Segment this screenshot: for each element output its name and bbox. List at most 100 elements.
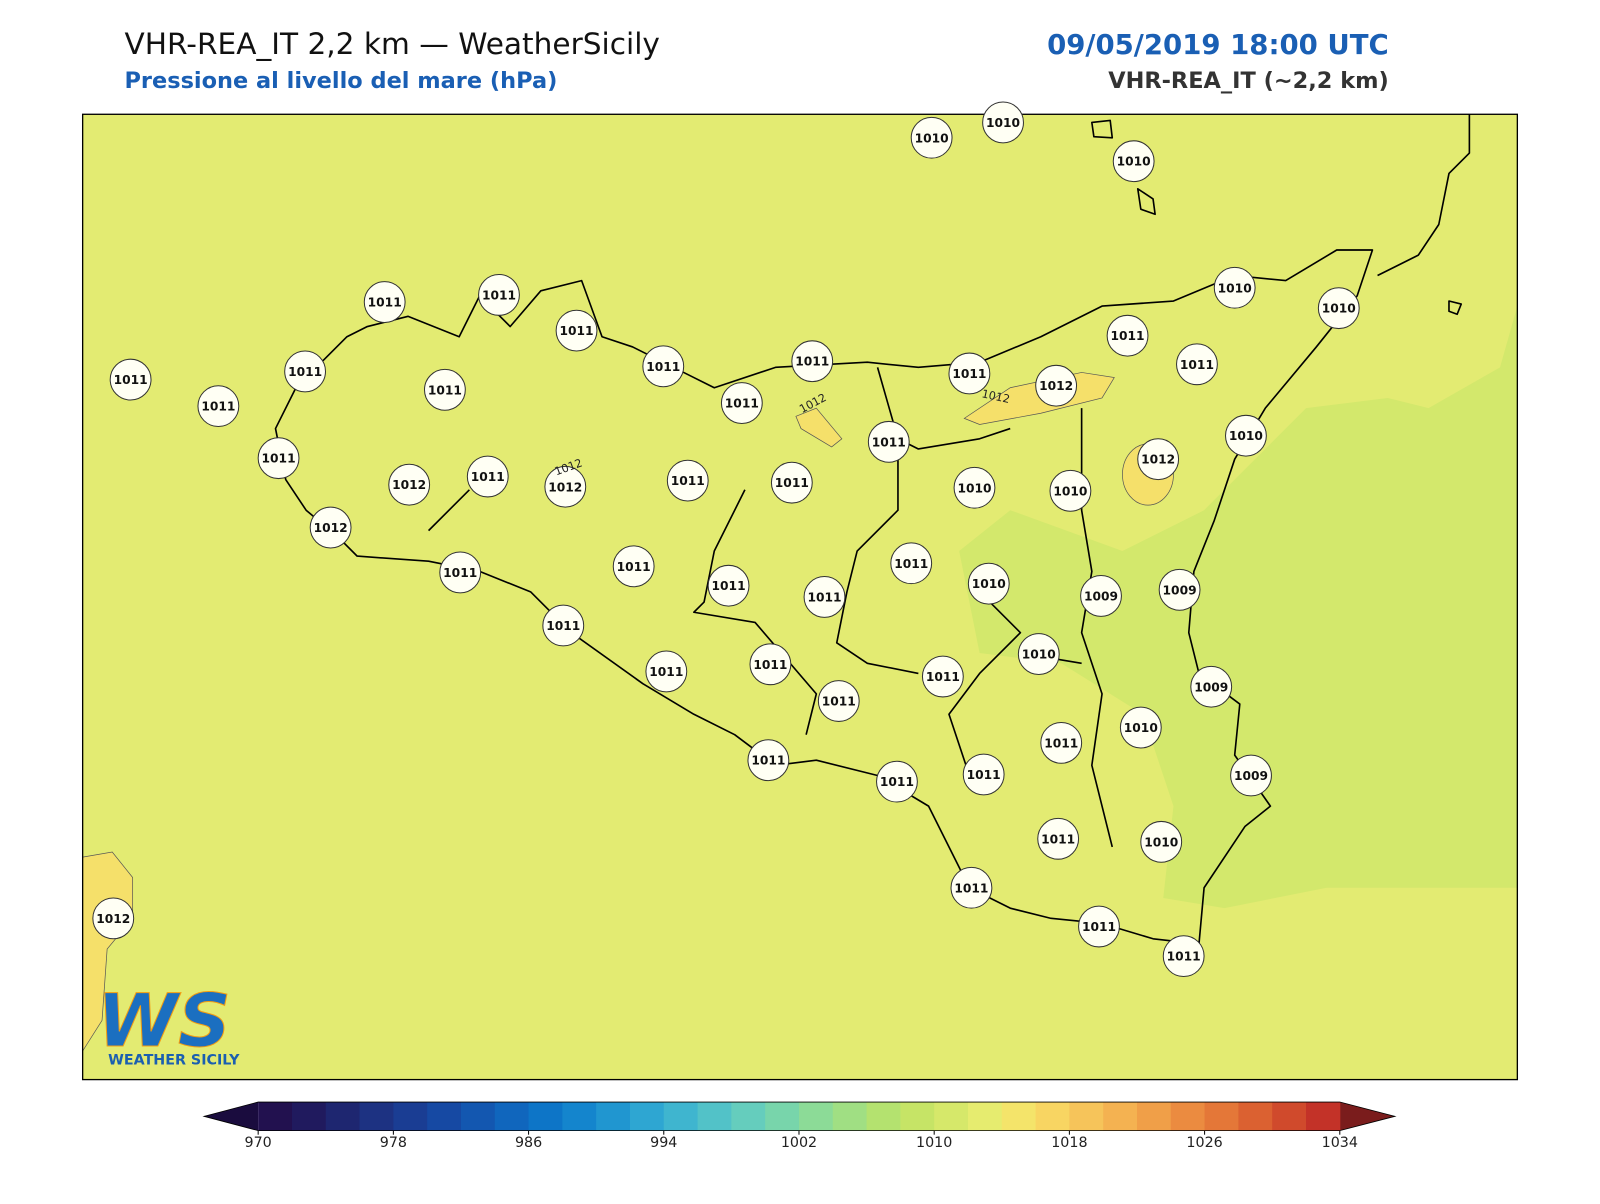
datetime: 09/05/2019 18:00 UTC [1047, 29, 1389, 61]
station: 1011 [1078, 905, 1120, 948]
colorbar-bin [494, 1102, 530, 1131]
station: 1011 [284, 350, 327, 393]
colorbar-bin [629, 1102, 665, 1131]
station-value: 1010 [986, 116, 1020, 130]
station: 1012 [309, 506, 352, 549]
station: 1011 [962, 753, 1005, 796]
colorbar-tick-label: 978 [380, 1135, 407, 1151]
station: 1011 [645, 650, 688, 693]
colorbar-bin [1170, 1102, 1206, 1131]
logo: WS WEATHER SICILY [96, 978, 240, 1068]
station-value: 1010 [1322, 302, 1356, 316]
station-value: 1011 [428, 383, 462, 397]
station: 1011 [478, 273, 520, 316]
station-marker [982, 101, 1024, 144]
station: 1011 [363, 281, 406, 323]
station-value: 1011 [926, 670, 960, 684]
station-value: 1012 [1141, 453, 1175, 467]
station-value: 1011 [952, 367, 986, 381]
colorbar-bin [1136, 1102, 1172, 1131]
colorbar-bin [562, 1102, 597, 1131]
station-marker [1140, 820, 1183, 863]
station-value: 1010 [1144, 835, 1178, 849]
colorbar-under [204, 1102, 259, 1131]
contour-label: 1012 [980, 387, 1011, 406]
colorbar-tick-label: 1002 [781, 1135, 817, 1151]
colorbar-bin [663, 1102, 699, 1131]
station: 1011 [642, 345, 685, 388]
station: 1010 [1213, 266, 1256, 309]
station-marker [642, 345, 685, 388]
station-marker [1230, 754, 1272, 797]
station: 1011 [803, 576, 846, 618]
station-marker [1040, 721, 1083, 764]
station: 1010 [1317, 287, 1360, 330]
island [1091, 119, 1463, 316]
station-value: 1011 [471, 470, 505, 484]
station-value: 1011 [753, 658, 787, 672]
station-marker [910, 116, 953, 159]
station-value: 1011 [1044, 736, 1078, 750]
station-marker [1035, 364, 1078, 407]
station: 1012 [544, 465, 587, 508]
colorbar-bin [460, 1102, 496, 1131]
station: 1010 [1140, 820, 1183, 863]
map-frame [81, 113, 1519, 1081]
station: 1011 [770, 461, 813, 504]
station: 1011 [1037, 817, 1080, 860]
colorbar-bin [359, 1102, 394, 1131]
station: 1011 [1176, 343, 1218, 386]
station-value: 1011 [482, 288, 516, 302]
station-value: 1011 [795, 355, 829, 369]
station-value: 1011 [646, 360, 680, 374]
station-marker [1176, 343, 1218, 386]
station-marker [109, 358, 152, 401]
station: 1012 [92, 897, 135, 940]
station-marker [542, 604, 585, 647]
colorbar-bin [765, 1102, 800, 1131]
colorbar-bin [1001, 1102, 1037, 1131]
station-marker [948, 352, 991, 395]
station-marker [309, 506, 352, 549]
station-value: 1011 [114, 373, 148, 387]
station-marker [1080, 575, 1122, 617]
station-marker [388, 463, 431, 506]
colorbar-tick-label: 970 [245, 1135, 272, 1151]
station-value: 1011 [288, 365, 322, 379]
colorbar-tick-label: 986 [515, 1135, 542, 1151]
station: 1011 [867, 420, 910, 463]
station-marker [749, 643, 792, 686]
station-value: 1012 [548, 480, 582, 494]
station-value: 1009 [1194, 680, 1228, 694]
colorbar-bin [832, 1102, 868, 1131]
station-value: 1011 [201, 400, 235, 414]
colorbar-bin [1103, 1102, 1138, 1131]
model: VHR-REA_IT (~2,2 km) [1108, 68, 1389, 94]
title: VHR-REA_IT 2,2 km — WeatherSicily [124, 27, 659, 61]
map-area [82, 114, 1518, 1080]
station-marker [1037, 817, 1080, 860]
station-value: 1010 [1053, 484, 1087, 498]
station: 1010 [1049, 469, 1092, 512]
colorbar-bin [697, 1102, 732, 1131]
station: 1010 [982, 101, 1024, 144]
station-value: 1011 [775, 476, 809, 490]
station: 1010 [967, 562, 1010, 605]
colorbar-bin [596, 1102, 631, 1131]
station-marker [1078, 905, 1120, 948]
station-value: 1011 [954, 881, 988, 895]
colorbar-bin [900, 1102, 935, 1131]
station-value: 1011 [1111, 329, 1145, 343]
station: 1011 [747, 739, 790, 782]
station: 1011 [890, 542, 933, 585]
station-marker [1225, 414, 1267, 457]
station-value: 1010 [1229, 429, 1263, 443]
station: 1010 [1225, 414, 1267, 457]
station-value: 1011 [894, 557, 928, 571]
station: 1010 [1119, 706, 1162, 749]
station-marker [439, 551, 482, 594]
colorbar-tick-label: 1018 [1051, 1135, 1087, 1151]
colorbar-bin [325, 1102, 361, 1131]
